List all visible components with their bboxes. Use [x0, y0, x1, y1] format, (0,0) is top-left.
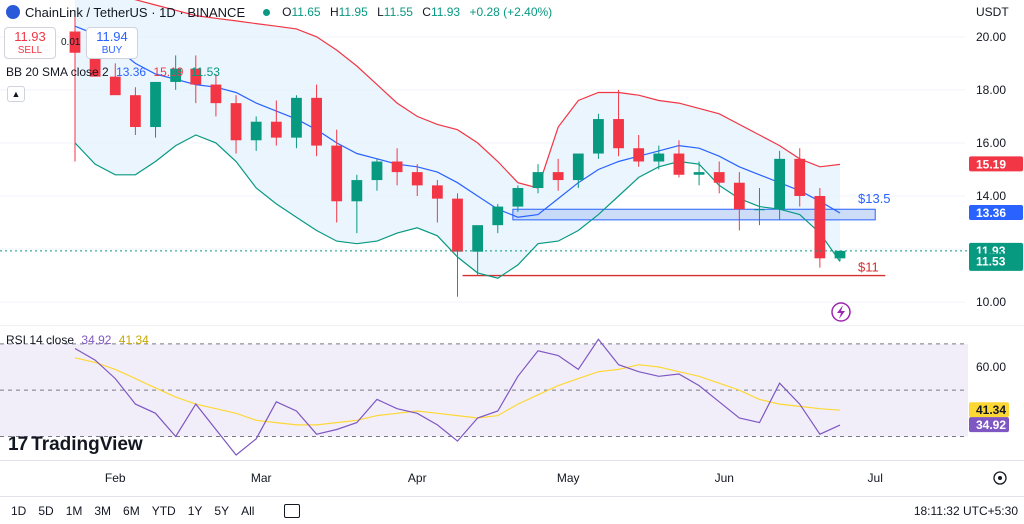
rsi-ma-tag: 41.34 [969, 402, 1009, 417]
rsi-legend[interactable]: RSI 14 close 34.92 41.34 [6, 333, 149, 347]
zone-label: $13.5 [858, 191, 891, 206]
time-tick-label: Jul [868, 471, 883, 485]
rsi-ma-value: 41.34 [119, 333, 149, 347]
sell-label: SELL [5, 44, 55, 58]
timeframe-6m-button[interactable]: 6M [117, 504, 146, 518]
sell-price: 11.93 [5, 30, 55, 44]
currency-label[interactable]: USDT [976, 5, 1009, 19]
candle [452, 193, 463, 296]
annotation-labels: $13.5 $11 [858, 191, 891, 274]
symbol-title[interactable]: ChainLink / TetherUS · 1D · BINANCE [25, 5, 245, 20]
chainlink-logo-icon [6, 5, 20, 19]
tradingview-logo[interactable]: 17 TradingView [8, 434, 143, 456]
timeframe-1y-button[interactable]: 1Y [182, 504, 209, 518]
candle [593, 114, 604, 159]
timeframe-list: 1D 5D 1M 3M 6M YTD 1Y 5Y All [5, 504, 260, 518]
ohlc-values: O11.65 H11.95 L11.55 C11.93 +0.28 (+2.40… [282, 5, 552, 19]
bb-lower-tag: 11.53 [969, 254, 1023, 269]
svg-text:34.92: 34.92 [976, 418, 1006, 432]
timeframe-ytd-button[interactable]: YTD [146, 504, 182, 518]
rsi-axis[interactable]: 60.00 [976, 360, 1006, 374]
time-axis[interactable]: Feb Mar Apr May Jun Jul [0, 460, 1024, 496]
timeframe-all-button[interactable]: All [235, 504, 260, 518]
chart-header: ChainLink / TetherUS · 1D · BINANCE O11.… [0, 0, 552, 24]
support-label: $11 [858, 260, 879, 275]
timeframe-5d-button[interactable]: 5D [32, 504, 59, 518]
price-tick-label: 18.00 [976, 83, 1006, 97]
rsi-tags: 41.3434.92 [969, 402, 1009, 432]
price-tick-label: 20.00 [976, 30, 1006, 44]
rsi-tick-label: 60.00 [976, 360, 1006, 374]
svg-text:15.19: 15.19 [976, 157, 1006, 171]
timeframe-5y-button[interactable]: 5Y [208, 504, 235, 518]
rsi-label: RSI 14 close [6, 333, 74, 347]
rsi-value-tag: 34.92 [969, 417, 1009, 432]
price-chart[interactable]: $13.5$11 10.0012.0014.0016.0018.0020.00 … [0, 0, 1024, 325]
clock-time[interactable]: 18:11:32 UTC+5:30 [914, 504, 1018, 518]
spread-value: 0.01 [61, 37, 80, 48]
settings-gear-icon[interactable] [994, 472, 1006, 484]
bb-basis-value: 13.36 [116, 65, 146, 79]
time-tick-label: Apr [408, 471, 427, 485]
bb-upper-value: 15.19 [153, 65, 183, 79]
market-status-dot-icon [263, 9, 270, 16]
buy-button[interactable]: 11.94 BUY [86, 27, 138, 59]
bottom-toolbar: 1D 5D 1M 3M 6M YTD 1Y 5Y All 18:11:32 UTC+5:30 [0, 496, 1024, 524]
price-tick-label: 16.00 [976, 136, 1006, 150]
candle [814, 188, 825, 268]
rsi-value: 34.92 [81, 333, 111, 347]
buy-price: 11.94 [87, 30, 137, 44]
timeframe-1m-button[interactable]: 1M [60, 504, 89, 518]
tv-logo-icon: 17 [8, 434, 27, 456]
bb-label: BB 20 SMA close 2 [6, 65, 109, 79]
lightning-icon[interactable] [832, 303, 850, 321]
time-tick-label: Jun [715, 471, 734, 485]
time-tick-label: Feb [105, 471, 126, 485]
collapse-chevron-icon[interactable]: ▲ [7, 86, 25, 102]
bb-legend[interactable]: BB 20 SMA close 2 13.36 15.19 11.53 [6, 65, 220, 79]
brand-name: TradingView [31, 434, 143, 456]
svg-text:13.36: 13.36 [976, 206, 1006, 220]
time-tick-label: Mar [251, 471, 272, 485]
calendar-range-icon[interactable] [284, 504, 300, 518]
bb-basis-tag: 13.36 [969, 205, 1023, 220]
time-tick-label: May [557, 471, 580, 485]
timeframe-1d-button[interactable]: 1D [5, 504, 32, 518]
bb-lower-value: 11.53 [191, 65, 220, 79]
price-tick-label: 10.00 [976, 295, 1006, 309]
svg-text:11.53: 11.53 [976, 255, 1006, 269]
timeframe-3m-button[interactable]: 3M [88, 504, 117, 518]
candle [835, 250, 846, 261]
buy-label: BUY [87, 44, 137, 58]
svg-text:41.34: 41.34 [976, 403, 1006, 417]
price-tick-label: 14.00 [976, 189, 1006, 203]
sell-button[interactable]: 11.93 SELL [4, 27, 56, 59]
bb-upper-tag: 15.19 [969, 156, 1023, 171]
